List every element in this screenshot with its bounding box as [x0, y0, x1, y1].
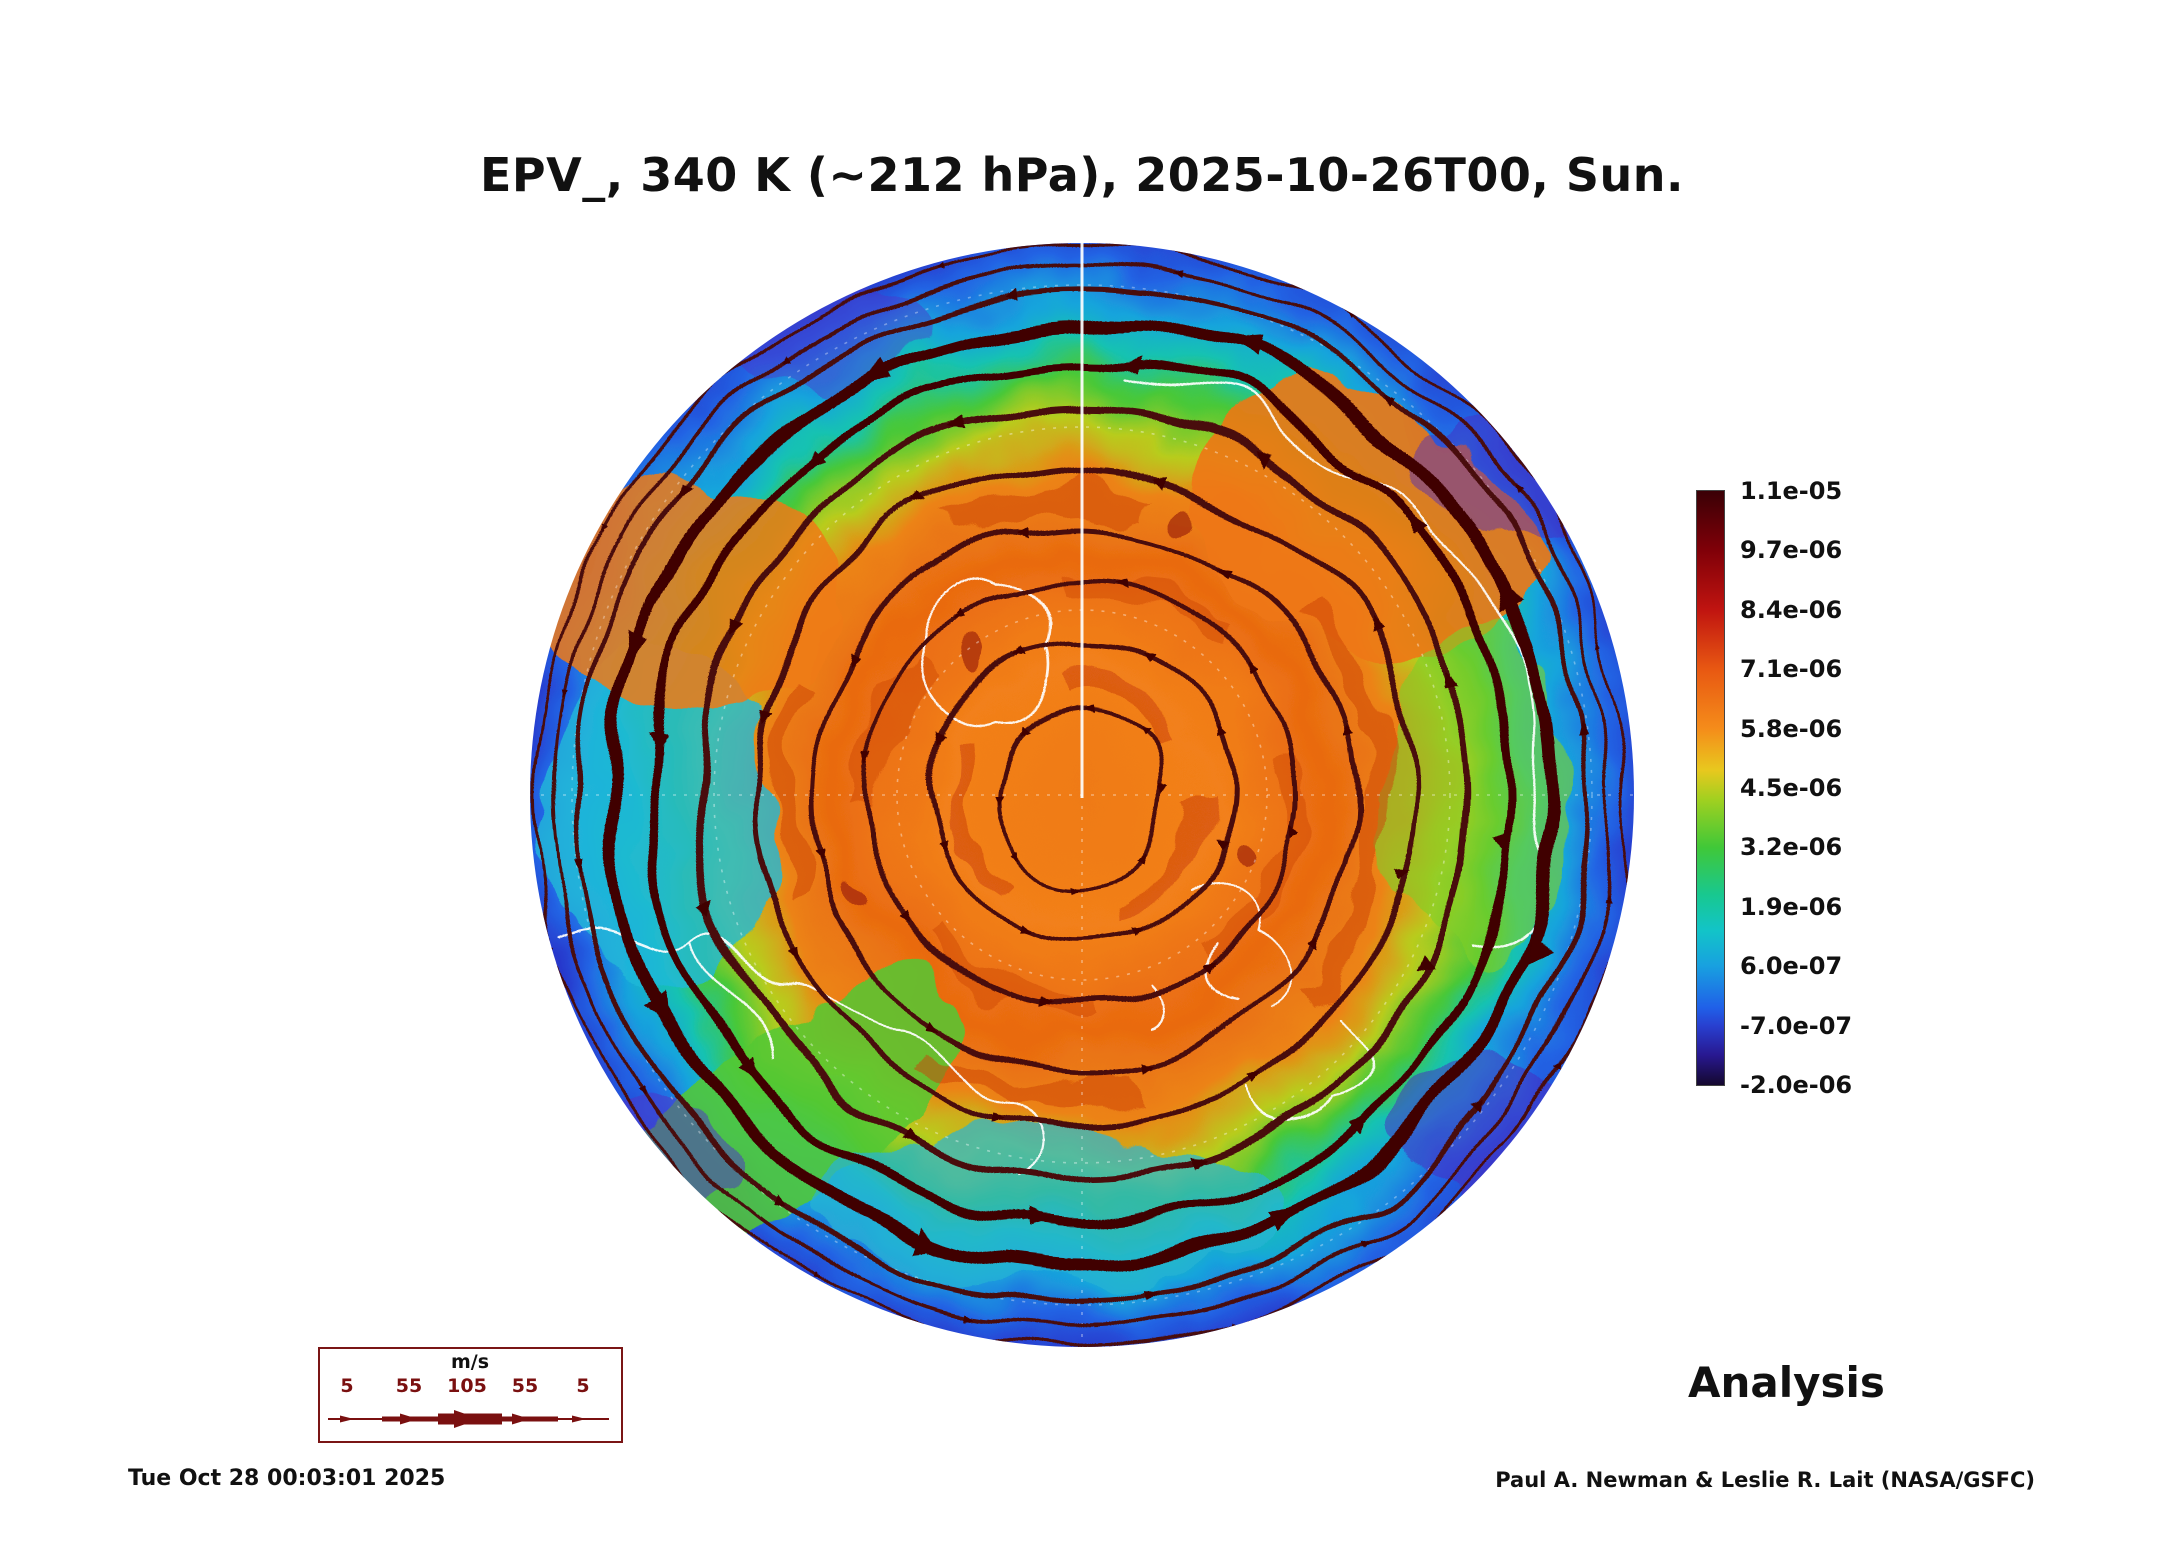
- colorbar-tick: 5.8e-06: [1740, 715, 1843, 743]
- arrow-icon: [400, 1413, 418, 1425]
- wind-tick: 5: [340, 1375, 354, 1397]
- colorbar-gradient: [1696, 490, 1725, 1086]
- colorbar-tick: 7.1e-06: [1740, 655, 1843, 683]
- colorbar-tick: 4.5e-06: [1740, 774, 1843, 802]
- wind-tick: 105: [447, 1375, 487, 1397]
- analysis-label: Analysis: [1688, 1358, 1885, 1407]
- arrow-icon: [572, 1415, 586, 1423]
- arrow-icon: [340, 1415, 354, 1423]
- wind-tick: 5: [576, 1375, 590, 1397]
- attribution-credit: Paul A. Newman & Leslie R. Lait (NASA/GS…: [1495, 1468, 2035, 1492]
- creation-timestamp: Tue Oct 28 00:03:01 2025: [128, 1466, 446, 1491]
- colorbar-tick: 1.9e-06: [1740, 893, 1843, 921]
- wind-tick: 55: [395, 1375, 423, 1397]
- colorbar-tick: 1.1e-05: [1740, 477, 1843, 505]
- wind-speed-legend: m/s 5 55 105 55 5: [318, 1347, 623, 1443]
- wind-tick: 55: [511, 1375, 539, 1397]
- colorbar-tick: -7.0e-07: [1740, 1012, 1853, 1040]
- arrow-icon: [454, 1410, 480, 1428]
- arrow-icon: [512, 1413, 530, 1425]
- colorbar-tick: 9.7e-06: [1740, 536, 1843, 564]
- wind-units-label: m/s: [450, 1351, 490, 1373]
- wind-arrow-scale: [328, 1410, 609, 1428]
- wind-streamlines: [531, 244, 1633, 1346]
- colorbar-tick: -2.0e-06: [1740, 1071, 1853, 1099]
- figure-title: EPV_, 340 K (~212 hPa), 2025-10-26T00, S…: [479, 148, 1685, 202]
- colorbar-tick: 3.2e-06: [1740, 833, 1843, 861]
- colorbar-tick: 8.4e-06: [1740, 596, 1843, 624]
- colorbar-tick: 6.0e-07: [1740, 952, 1843, 980]
